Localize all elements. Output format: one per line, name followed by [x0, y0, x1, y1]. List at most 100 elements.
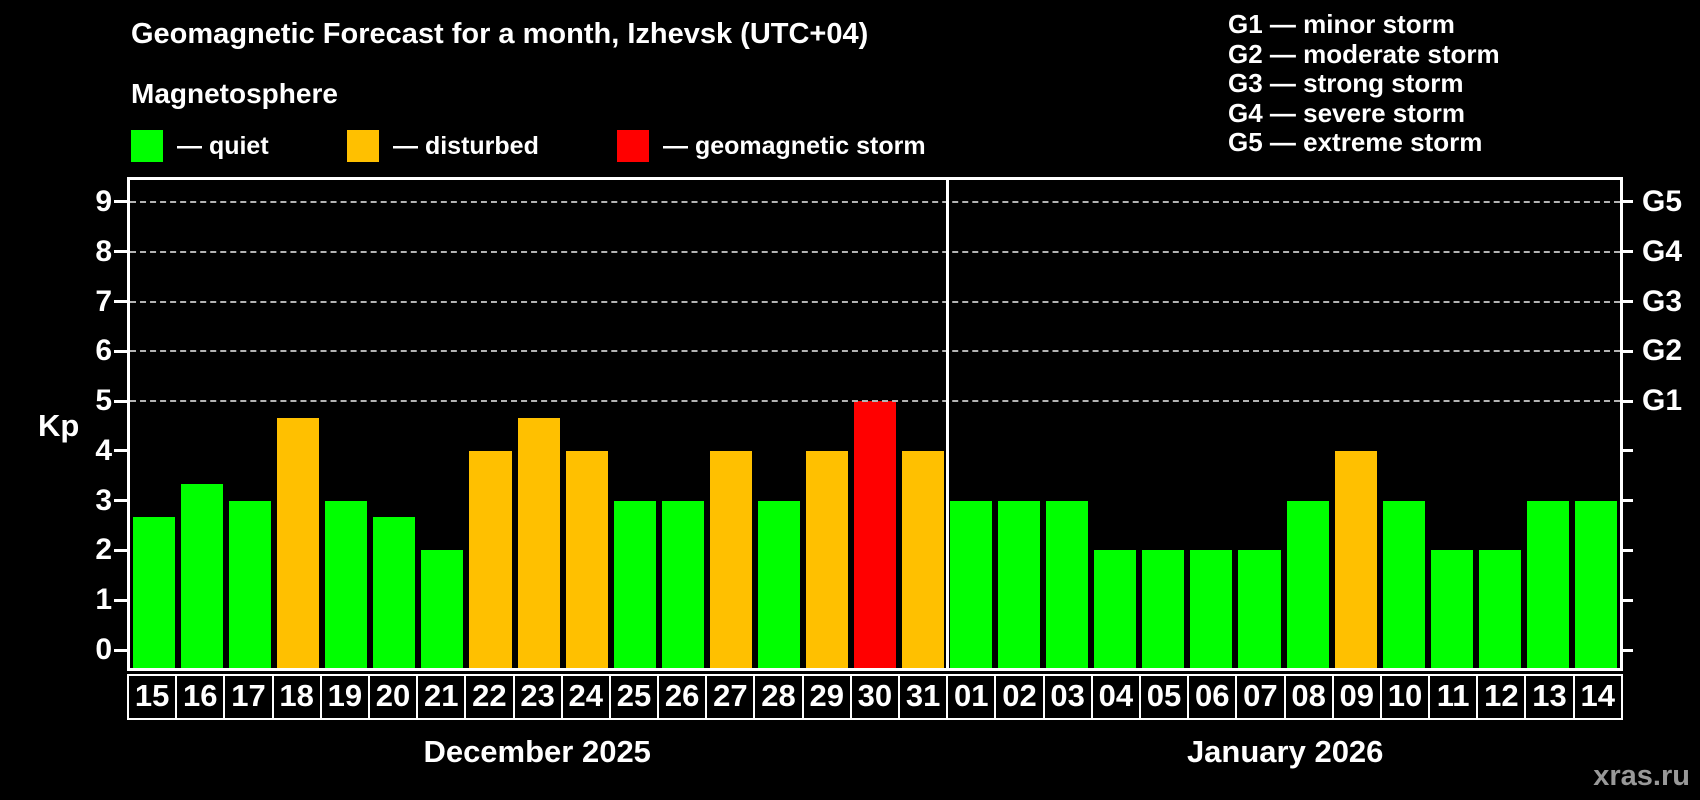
day-label: 08 — [1286, 676, 1334, 718]
day-label: 27 — [707, 676, 756, 718]
kp-bar-04 — [1094, 550, 1137, 668]
y-tick-right — [1620, 250, 1633, 254]
bar-cell — [563, 180, 611, 668]
kp-bar-02 — [998, 500, 1041, 668]
bars-container — [130, 180, 1620, 668]
y-tick-label: 0 — [95, 633, 112, 667]
y-tick-right — [1620, 648, 1633, 652]
bar-cell — [1332, 180, 1380, 668]
day-label: 26 — [659, 676, 708, 718]
y-tick-left — [114, 399, 127, 403]
y-tick-label: 5 — [95, 384, 112, 418]
legend-item-disturbed: — disturbed — [347, 130, 539, 162]
y-tick-label: 3 — [95, 483, 112, 517]
bar-cell — [803, 180, 851, 668]
bar-cell — [1043, 180, 1091, 668]
day-label: 30 — [852, 676, 900, 718]
kp-bar-16 — [181, 484, 224, 668]
kp-bar-30 — [853, 401, 896, 668]
day-label: 10 — [1382, 676, 1431, 718]
bar-cell — [466, 180, 514, 668]
kp-bar-08 — [1286, 500, 1329, 668]
kp-bar-14 — [1574, 500, 1617, 668]
kp-bar-10 — [1382, 500, 1425, 668]
gridline-kp5 — [130, 400, 1620, 403]
legend-swatch-disturbed-icon — [347, 130, 379, 162]
day-label: 14 — [1580, 678, 1615, 713]
bar-cell — [130, 180, 178, 668]
gridline-kp8 — [130, 250, 1620, 253]
day-label: 28 — [755, 676, 804, 718]
bar-cell — [659, 180, 707, 668]
kp-bar-09 — [1334, 450, 1377, 668]
bar-cell — [1187, 180, 1235, 668]
bar-cell — [851, 180, 899, 668]
kp-bar-24 — [565, 450, 608, 668]
kp-bar-21 — [421, 550, 464, 668]
kp-bar-20 — [373, 517, 416, 668]
plot-area — [127, 177, 1623, 671]
day-label: 20 — [370, 676, 419, 718]
month-label: January 2026 — [1186, 734, 1384, 769]
kp-bar-03 — [1046, 500, 1089, 668]
day-label: 15 — [129, 676, 178, 718]
g-level-label: G4 — [1642, 234, 1683, 268]
y-tick-right — [1620, 598, 1633, 602]
day-label: 03 — [1045, 676, 1093, 718]
y-tick-right — [1620, 449, 1633, 453]
g-legend-line: G5 — extreme storm — [1228, 127, 1483, 157]
g-legend-line: G1 — minor storm — [1228, 9, 1455, 39]
gridline-kp6 — [130, 350, 1620, 353]
day-label: 01 — [948, 676, 997, 718]
bar-cell — [515, 180, 563, 668]
day-label: 06 — [1189, 676, 1238, 718]
y-tick-label: 1 — [95, 583, 112, 617]
bar-cell — [707, 180, 755, 668]
day-label: 12 — [1478, 676, 1527, 718]
kp-bar-28 — [757, 500, 800, 668]
g-level-label: G1 — [1642, 384, 1683, 418]
kp-bar-27 — [709, 450, 752, 668]
y-tick-label: 8 — [95, 234, 112, 268]
bar-cell — [995, 180, 1043, 668]
kp-bar-25 — [613, 500, 656, 668]
bar-cell — [899, 180, 947, 668]
month-divider — [945, 180, 949, 668]
bar-cell — [1524, 180, 1572, 668]
bar-cell — [947, 180, 995, 668]
day-label: 25 — [611, 676, 660, 718]
page-title: Geomagnetic Forecast for a month, Izhevs… — [131, 18, 869, 50]
day-label: 16 — [177, 676, 226, 718]
legend-swatch-quiet-icon — [131, 130, 163, 162]
kp-bar-22 — [469, 450, 512, 668]
y-tick-right — [1620, 300, 1633, 303]
bar-cell — [1476, 180, 1524, 668]
bar-cell — [1139, 180, 1187, 668]
kp-bar-23 — [517, 417, 560, 668]
g-legend-line: G2 — moderate storm — [1228, 38, 1500, 69]
g-level-label: G3 — [1642, 284, 1683, 318]
y-tick-left — [114, 250, 127, 254]
bar-cell — [178, 180, 226, 668]
day-label: 31 — [900, 676, 949, 718]
legend-item-quiet: — quiet — [131, 130, 269, 162]
day-label: 22 — [466, 676, 515, 718]
legend-item-storm: — geomagnetic storm — [617, 130, 926, 162]
kp-bar-07 — [1238, 550, 1281, 668]
day-label: 11 — [1430, 676, 1479, 718]
kp-bar-26 — [661, 500, 704, 668]
day-label: 02 — [996, 676, 1045, 718]
g-level-label: G5 — [1642, 184, 1683, 218]
watermark: xras.ru — [1593, 760, 1690, 792]
y-tick-left — [114, 449, 127, 453]
y-tick-left — [114, 200, 127, 204]
y-tick-right — [1620, 349, 1633, 353]
kp-bar-12 — [1478, 550, 1521, 668]
bar-cell — [1380, 180, 1428, 668]
y-tick-label: 6 — [95, 334, 112, 368]
kp-bar-05 — [1142, 550, 1185, 668]
y-tick-right — [1620, 200, 1633, 204]
day-label: 24 — [563, 676, 611, 718]
chart-subtitle: Magnetosphere — [131, 78, 338, 109]
